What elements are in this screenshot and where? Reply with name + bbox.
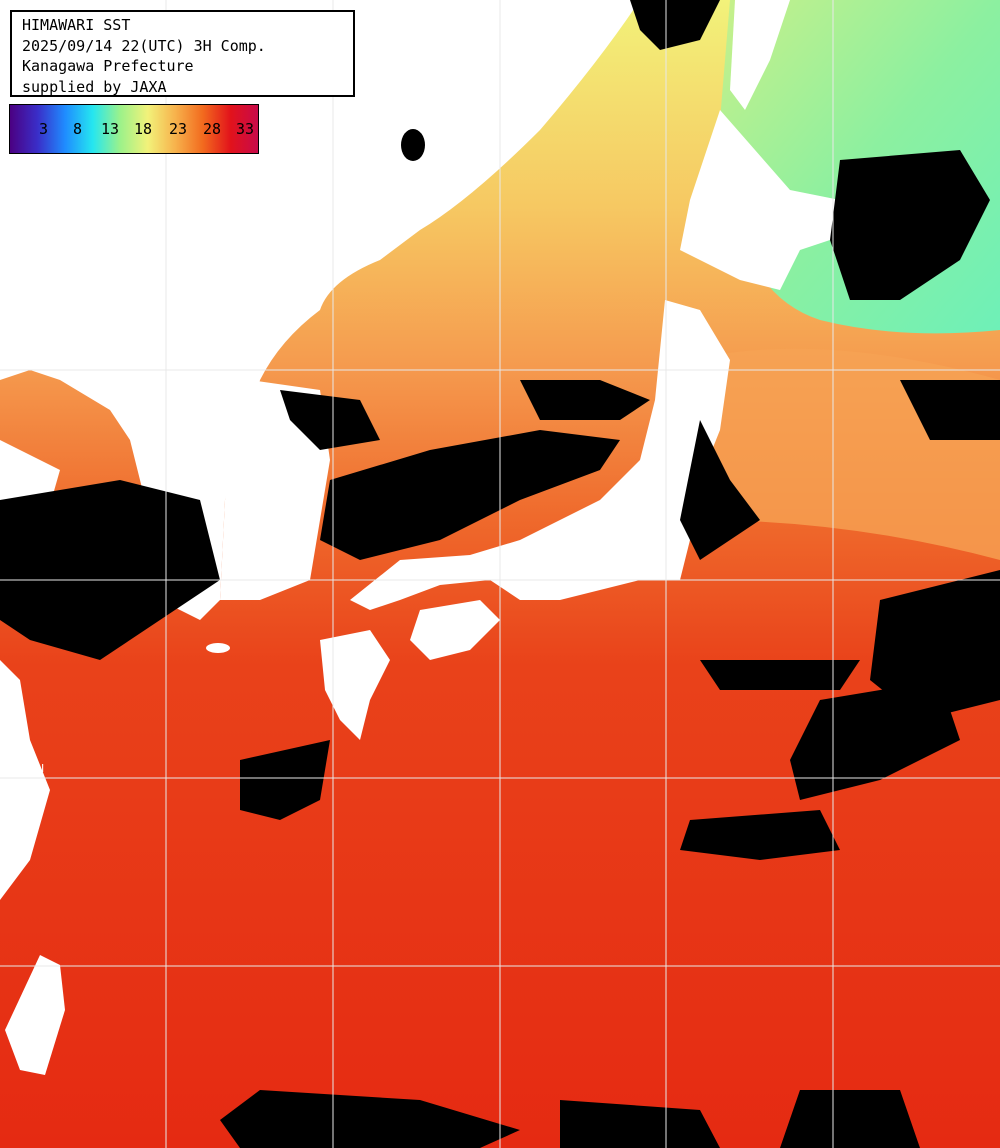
land-honshu bbox=[350, 300, 730, 610]
sst-color-legend: 3 8 13 18 23 28 33 bbox=[9, 104, 259, 154]
island-jeju bbox=[206, 643, 230, 653]
legend-tick-13: 13 bbox=[101, 120, 120, 138]
legend-tick-33: 33 bbox=[236, 120, 255, 138]
lat-label-35n: 35N bbox=[22, 354, 45, 367]
map-title-box: HIMAWARI SST 2025/09/14 22(UTC) 3H Comp.… bbox=[10, 10, 355, 97]
land-kyushu bbox=[320, 630, 390, 740]
title-line-product: HIMAWARI SST bbox=[22, 16, 131, 34]
title-line-datetime: 2025/09/14 22(UTC) 3H Comp. bbox=[22, 36, 266, 55]
legend-tick-23: 23 bbox=[169, 120, 188, 138]
legend-tick-8: 8 bbox=[73, 120, 83, 138]
title-line-credit: supplied by JAXA bbox=[22, 77, 167, 96]
island-ulleung bbox=[401, 129, 425, 161]
land-taiwan bbox=[5, 955, 65, 1075]
land-asia bbox=[0, 0, 640, 620]
land-korea bbox=[220, 380, 330, 600]
legend-tick-18: 18 bbox=[134, 120, 153, 138]
land-hokkaido bbox=[680, 110, 860, 290]
land-china-south bbox=[0, 660, 50, 900]
land-shikoku bbox=[410, 600, 500, 660]
land-sakhalin bbox=[730, 0, 790, 110]
lat-label-30n: 30N bbox=[22, 762, 45, 775]
legend-tick-3: 3 bbox=[39, 120, 49, 138]
legend-tick-28: 28 bbox=[203, 120, 222, 138]
title-line-region: Kanagawa Prefecture bbox=[22, 57, 194, 75]
